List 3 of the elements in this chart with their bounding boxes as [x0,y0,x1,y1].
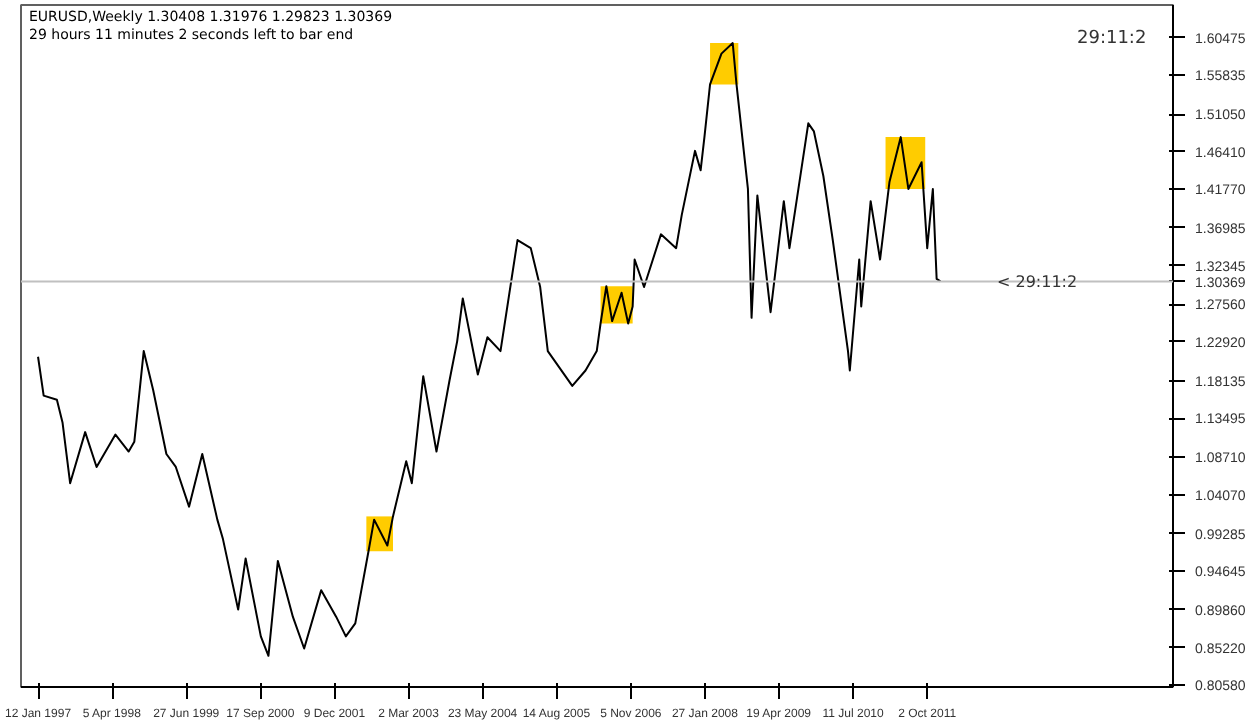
annotation: 29:11:2 [1077,29,1147,49]
line-series [37,42,942,657]
annotation: < 29:11:2 [997,272,1078,291]
